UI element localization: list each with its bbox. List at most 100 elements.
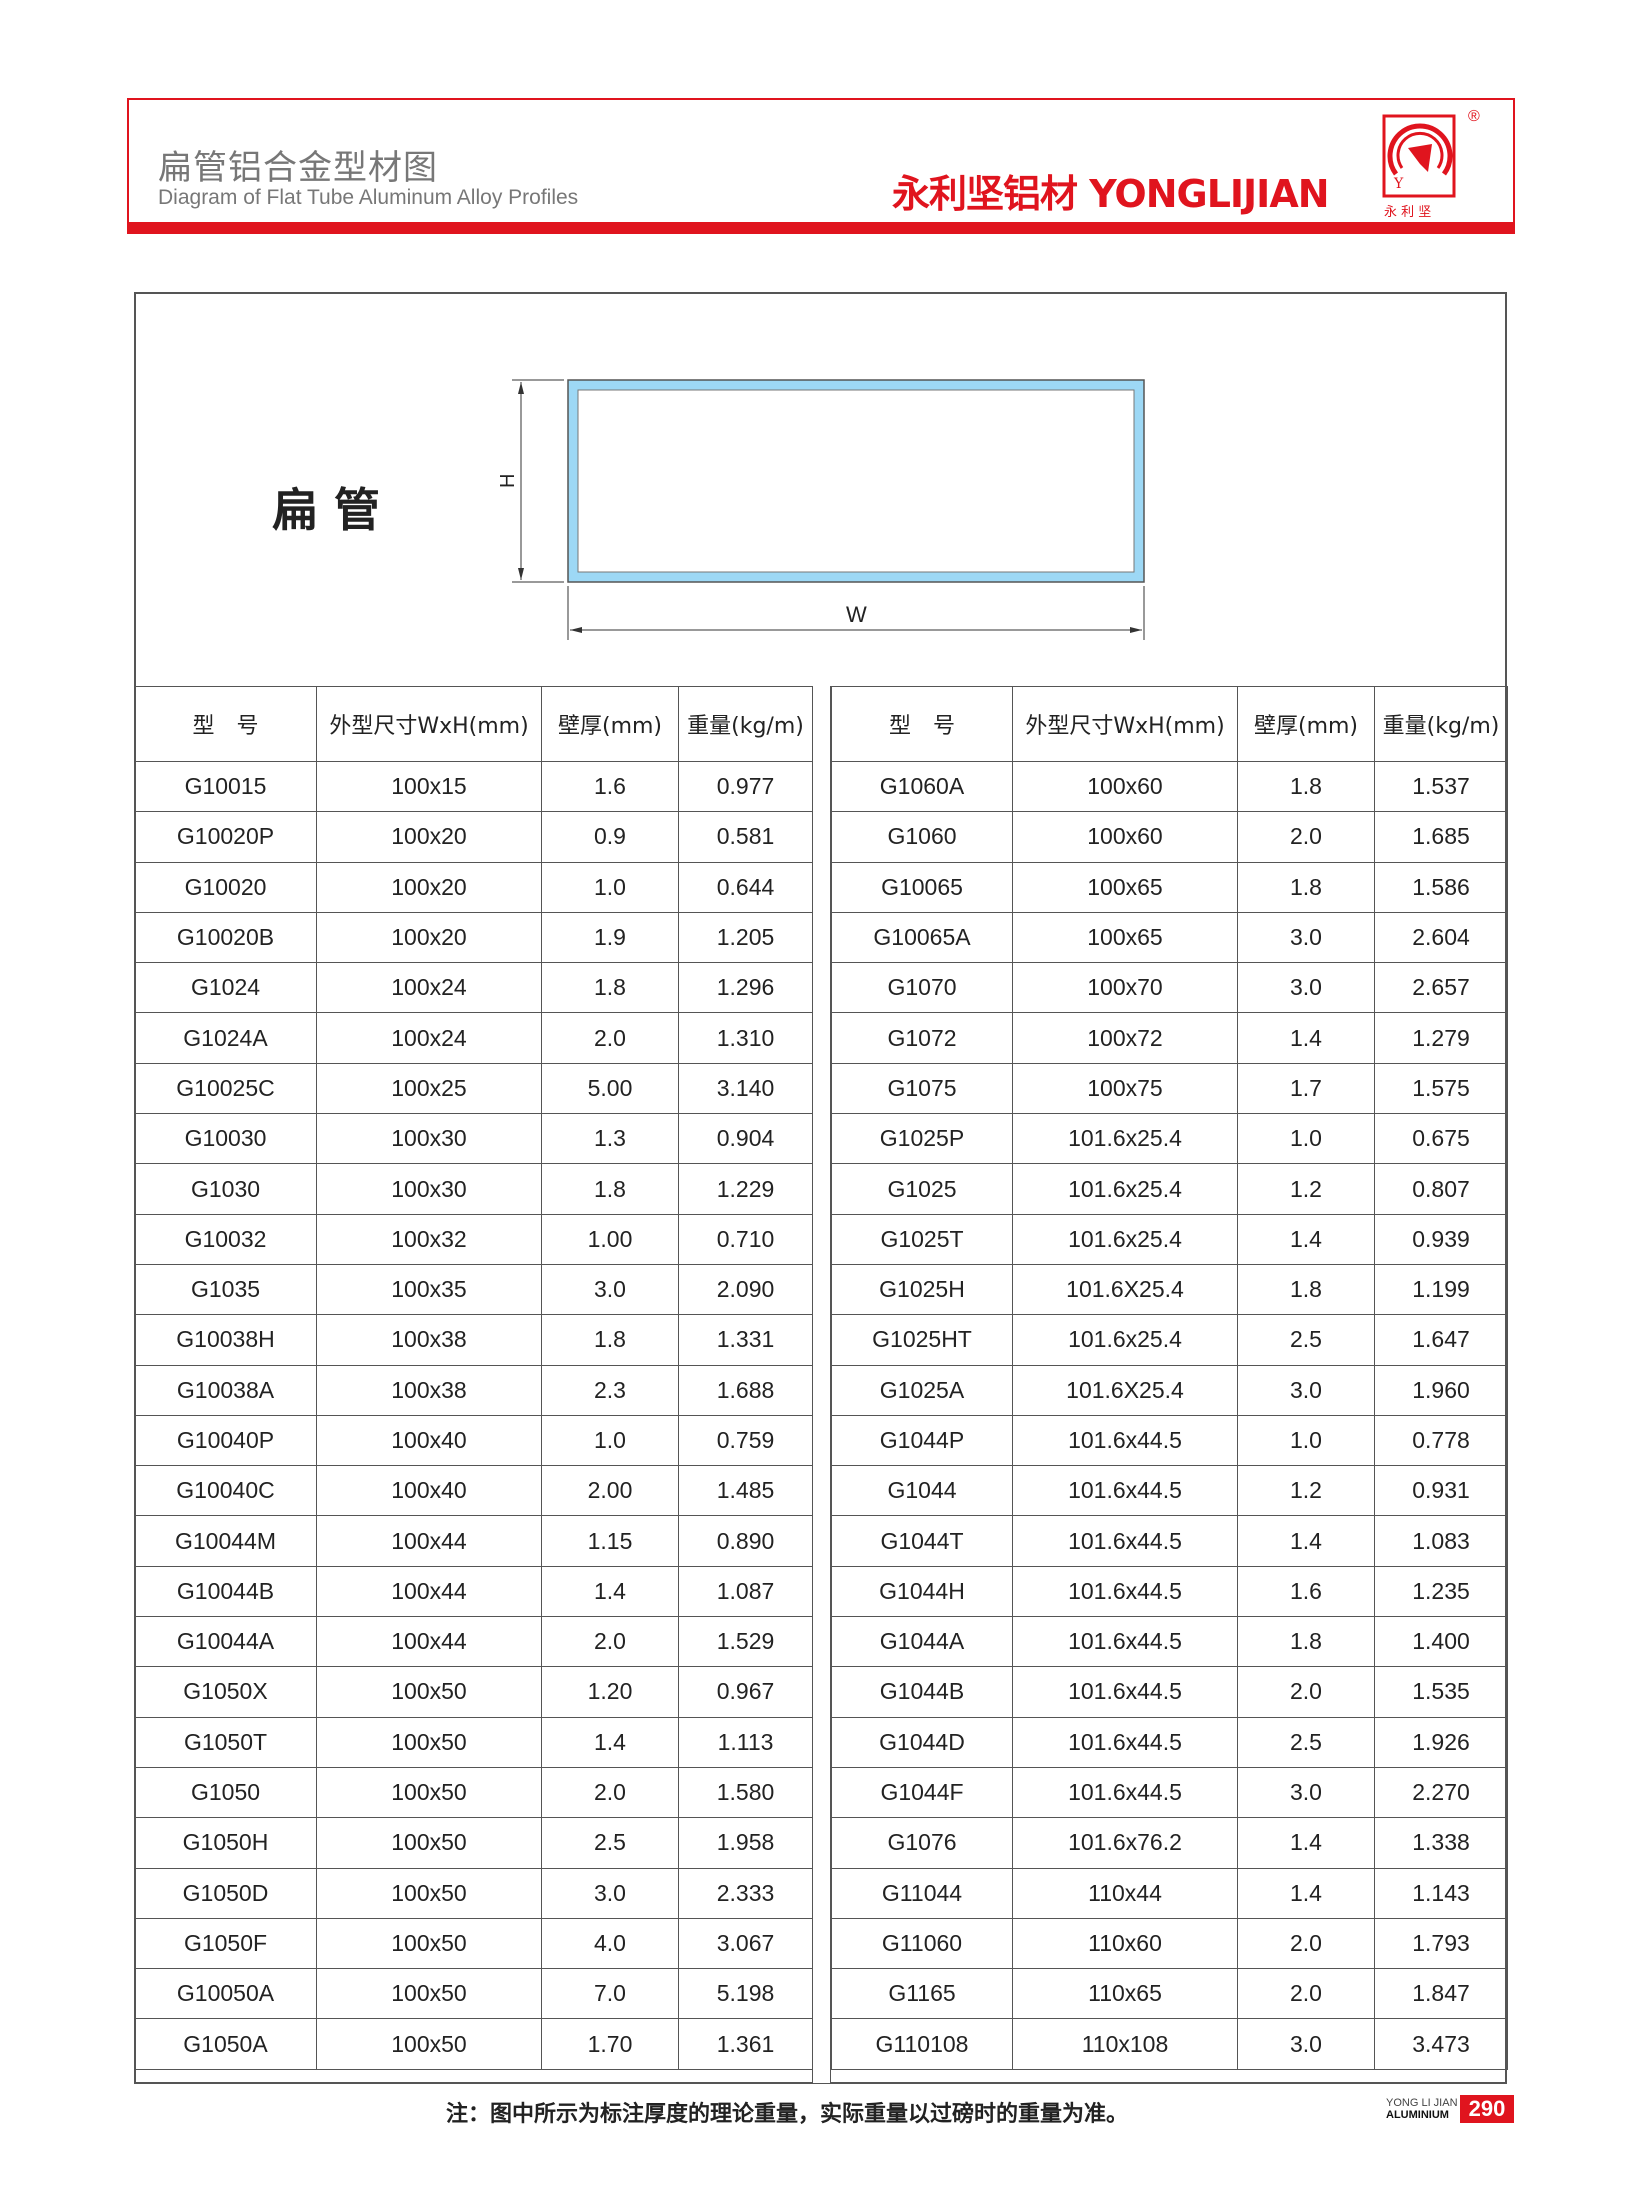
- cell-weight: 2.090: [678, 1263, 813, 1316]
- header-thickness: 壁厚(mm): [541, 686, 679, 762]
- cell-thickness: 1.2: [1237, 1465, 1375, 1517]
- cell-model: G1044F: [831, 1766, 1013, 1819]
- brand-name: 永利坚铝材 YONGLIJIAN: [892, 172, 1330, 216]
- header-size: 外型尺寸WxH(mm): [316, 686, 542, 762]
- cell-size: 100x32: [316, 1213, 542, 1265]
- cell-model: G1044P: [831, 1414, 1013, 1467]
- cell-size: 100x72: [1012, 1012, 1238, 1064]
- cell-model: G1025: [831, 1163, 1013, 1215]
- cell-size: 100x44: [316, 1565, 542, 1618]
- cell-weight: 0.939: [1374, 1213, 1508, 1265]
- cell-size: 101.6x44.5: [1012, 1616, 1238, 1668]
- cell-weight: 1.685: [1374, 811, 1508, 863]
- table-row: G10044A 100x44 2.0 1.529: [134, 1616, 813, 1668]
- table-row: G1050T 100x50 1.4 1.113: [134, 1716, 813, 1768]
- cell-weight: 1.296: [678, 962, 813, 1014]
- cell-thickness: 4.0: [541, 1917, 679, 1970]
- logo-text: 永 利 坚: [1384, 205, 1431, 220]
- cell-weight: 1.205: [678, 911, 813, 964]
- cell-thickness: 2.0: [1237, 1968, 1375, 2020]
- cell-model: G10020P: [134, 811, 317, 863]
- cell-size: 100x50: [316, 1716, 542, 1768]
- header-thickness: 壁厚(mm): [1237, 686, 1375, 762]
- cell-thickness: 1.4: [1237, 1515, 1375, 1567]
- cell-model: G10044M: [134, 1515, 317, 1567]
- cell-model: G1025HT: [831, 1314, 1013, 1366]
- height-label: H: [497, 474, 519, 488]
- cell-size: 101.6x44.5: [1012, 1766, 1238, 1819]
- cell-thickness: 2.0: [541, 1012, 679, 1064]
- cell-size: 101.6x44.5: [1012, 1666, 1238, 1718]
- cell-weight: 1.361: [678, 2018, 813, 2070]
- table-row: G1044H 101.6x44.5 1.6 1.235: [831, 1565, 1508, 1618]
- cell-thickness: 1.4: [1237, 1213, 1375, 1265]
- cell-weight: 1.529: [678, 1616, 813, 1668]
- cell-model: G10050A: [134, 1968, 317, 2020]
- cell-size: 100x50: [316, 1917, 542, 1970]
- page-title-cn: 扁管铝合金型材图: [158, 148, 438, 188]
- cell-model: G10020B: [134, 911, 317, 964]
- table-row: G1024 100x24 1.8 1.296: [134, 962, 813, 1014]
- table-row: G10020B 100x20 1.9 1.205: [134, 911, 813, 964]
- table-row: G1075 100x75 1.7 1.575: [831, 1062, 1508, 1115]
- header-weight: 重量(kg/m): [678, 686, 813, 762]
- table-row: G1025HT 101.6x25.4 2.5 1.647: [831, 1314, 1508, 1366]
- cell-weight: 0.977: [678, 760, 813, 813]
- cell-model: G10032: [134, 1213, 317, 1265]
- cell-thickness: 1.2: [1237, 1163, 1375, 1215]
- cell-thickness: 3.0: [1237, 1364, 1375, 1416]
- table-row: G1050H 100x50 2.5 1.958: [134, 1817, 813, 1869]
- cell-weight: 0.710: [678, 1213, 813, 1265]
- cell-weight: 3.140: [678, 1062, 813, 1115]
- cell-thickness: 1.0: [1237, 1113, 1375, 1165]
- cell-weight: 1.485: [678, 1465, 813, 1517]
- table-row: G10015 100x15 1.6 0.977: [134, 760, 813, 813]
- table-row: G1050X 100x50 1.20 0.967: [134, 1666, 813, 1718]
- cell-weight: 1.926: [1374, 1716, 1508, 1768]
- cell-thickness: 1.8: [541, 1163, 679, 1215]
- table-row: G1025A 101.6X25.4 3.0 1.960: [831, 1364, 1508, 1416]
- cell-weight: 1.537: [1374, 760, 1508, 813]
- cell-size: 100x50: [316, 1968, 542, 2020]
- header-red-bar: [127, 222, 1515, 234]
- cell-size: 100x65: [1012, 911, 1238, 964]
- cell-size: 100x38: [316, 1314, 542, 1366]
- cell-weight: 1.647: [1374, 1314, 1508, 1366]
- cell-size: 110x44: [1012, 1867, 1238, 1919]
- cell-size: 100x44: [316, 1515, 542, 1567]
- cell-size: 100x50: [316, 1867, 542, 1919]
- cell-thickness: 1.0: [541, 1414, 679, 1467]
- cell-weight: 1.331: [678, 1314, 813, 1366]
- cell-thickness: 1.6: [541, 760, 679, 813]
- table-row: G1060A 100x60 1.8 1.537: [831, 760, 1508, 813]
- cell-weight: 0.931: [1374, 1465, 1508, 1517]
- cell-weight: 0.890: [678, 1515, 813, 1567]
- table-row: G1050D 100x50 3.0 2.333: [134, 1867, 813, 1919]
- cell-size: 100x24: [316, 962, 542, 1014]
- cell-size: 101.6X25.4: [1012, 1364, 1238, 1416]
- cell-model: G1044A: [831, 1616, 1013, 1668]
- table-header-row: 型 号 外型尺寸WxH(mm) 壁厚(mm) 重量(kg/m): [831, 686, 1508, 762]
- cell-model: G1035: [134, 1263, 317, 1316]
- cell-weight: 1.535: [1374, 1666, 1508, 1718]
- cell-thickness: 3.0: [541, 1867, 679, 1919]
- footer-brand-line2: ALUMINIUM: [1386, 2109, 1449, 2121]
- cell-size: 101.6x44.5: [1012, 1716, 1238, 1768]
- cell-thickness: 2.0: [1237, 1666, 1375, 1718]
- cell-size: 100x60: [1012, 811, 1238, 863]
- cell-model: G1050H: [134, 1817, 317, 1869]
- cell-thickness: 1.9: [541, 911, 679, 964]
- table-row: G10020 100x20 1.0 0.644: [134, 861, 813, 913]
- spec-table-right: 型 号 外型尺寸WxH(mm) 壁厚(mm) 重量(kg/m) G1060A 10…: [831, 686, 1508, 2070]
- cell-weight: 0.967: [678, 1666, 813, 1718]
- cell-weight: 1.310: [678, 1012, 813, 1064]
- cell-model: G10038A: [134, 1364, 317, 1416]
- cell-size: 101.6x25.4: [1012, 1163, 1238, 1215]
- cell-thickness: 1.4: [1237, 1817, 1375, 1869]
- cell-model: G1060A: [831, 760, 1013, 813]
- cell-thickness: 1.7: [1237, 1062, 1375, 1115]
- cell-thickness: 3.0: [1237, 1766, 1375, 1819]
- cell-model: G1024A: [134, 1012, 317, 1064]
- profile-diagram: H W: [497, 379, 1145, 640]
- table-row: G11060 110x60 2.0 1.793: [831, 1917, 1508, 1970]
